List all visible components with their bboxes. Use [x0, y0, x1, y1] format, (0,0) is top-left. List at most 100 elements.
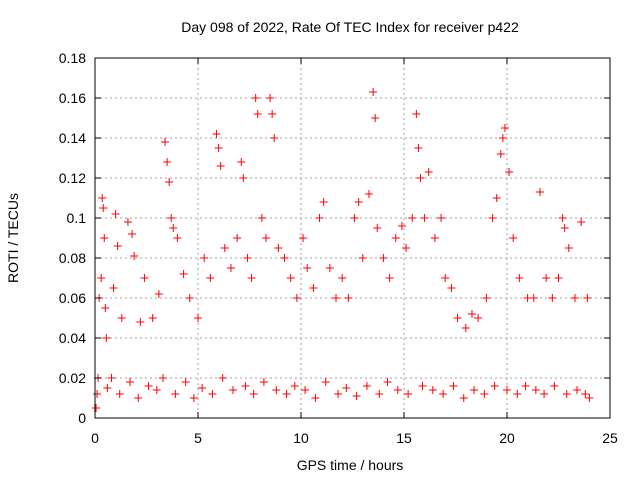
data-point: [424, 168, 433, 176]
data-point: [140, 274, 149, 282]
data-point: [404, 390, 413, 398]
data-point: [136, 318, 145, 326]
data-point: [412, 110, 421, 118]
data-point: [570, 294, 579, 302]
data-point: [500, 124, 509, 132]
data-point: [92, 404, 101, 412]
data-point: [206, 274, 215, 282]
data-point: [189, 394, 198, 402]
data-point: [554, 274, 563, 282]
data-point: [218, 374, 227, 382]
data-point: [379, 254, 388, 262]
data-point: [315, 214, 324, 222]
data-point: [282, 390, 291, 398]
x-tick-label: 15: [396, 430, 412, 446]
data-point: [531, 386, 540, 394]
data-point: [581, 390, 590, 398]
data-point: [430, 234, 439, 242]
x-axis-ticks: 0 5 10 15 20 25: [91, 58, 618, 446]
y-tick-label: 0.16: [59, 90, 86, 106]
data-point: [165, 178, 174, 186]
data-point: [542, 274, 551, 282]
data-point: [383, 378, 392, 386]
data-point: [268, 110, 277, 118]
data-point: [103, 384, 112, 392]
data-point: [163, 158, 172, 166]
data-point: [344, 294, 353, 302]
data-point: [521, 382, 530, 390]
data-point: [115, 390, 124, 398]
x-tick-label: 25: [602, 430, 618, 446]
data-point: [369, 88, 378, 96]
data-point: [292, 294, 301, 302]
data-point: [564, 244, 573, 252]
data-point: [169, 224, 178, 232]
data-point: [117, 314, 126, 322]
data-point: [247, 274, 256, 282]
data-point: [214, 144, 223, 152]
data-point: [529, 294, 538, 302]
data-point: [441, 274, 450, 282]
data-point: [482, 294, 491, 302]
chart-title: Day 098 of 2022, Rate Of TEC Index for r…: [181, 19, 519, 35]
data-point: [535, 188, 544, 196]
data-point: [179, 270, 188, 278]
data-point: [459, 394, 468, 402]
data-point: [439, 390, 448, 398]
data-point: [332, 294, 341, 302]
y-tick-label: 0.06: [59, 290, 86, 306]
data-point: [301, 386, 310, 394]
data-point: [420, 214, 429, 222]
data-point: [220, 244, 229, 252]
data-point: [111, 210, 120, 218]
data-point: [342, 384, 351, 392]
data-point: [428, 386, 437, 394]
data-point: [93, 390, 102, 398]
data-point: [319, 198, 328, 206]
data-point: [577, 218, 586, 226]
data-point: [130, 252, 139, 260]
y-tick-label: 0.18: [59, 50, 86, 66]
data-point: [515, 274, 524, 282]
x-tick-label: 20: [499, 430, 515, 446]
y-tick-label: 0.08: [59, 250, 86, 266]
data-point: [237, 158, 246, 166]
grid-lines: [95, 58, 610, 418]
data-point: [490, 382, 499, 390]
y-tick-label: 0.14: [59, 130, 86, 146]
data-point: [97, 274, 106, 282]
data-point: [148, 314, 157, 322]
data-point: [280, 254, 289, 262]
data-point: [364, 190, 373, 198]
data-point: [259, 378, 268, 386]
data-point: [194, 314, 202, 322]
data-point: [358, 254, 367, 262]
data-point: [362, 382, 371, 390]
data-point: [480, 390, 489, 398]
data-point: [154, 290, 163, 298]
data-point: [216, 162, 225, 170]
data-point: [397, 222, 406, 230]
data-point: [309, 284, 318, 292]
data-point: [128, 230, 137, 238]
data-point: [272, 386, 281, 394]
data-point: [373, 224, 382, 232]
data-point: [98, 194, 107, 202]
y-axis-ticks: 0 0.02 0.04 0.06 0.08 0.1 0.12 0.14 0.16 0.18: [59, 50, 610, 426]
data-point: [198, 384, 207, 392]
data-point: [562, 390, 571, 398]
data-point: [243, 254, 252, 262]
data-point: [251, 94, 260, 102]
data-point: [100, 234, 109, 242]
data-point: [270, 134, 279, 142]
x-axis-label: GPS time / hours: [297, 457, 404, 473]
data-point: [249, 390, 258, 398]
x-tick-label: 0: [91, 430, 99, 446]
data-point: [233, 234, 242, 242]
data-point: [123, 218, 132, 226]
data-point: [101, 304, 110, 312]
x-tick-label: 5: [194, 430, 202, 446]
data-point: [158, 374, 167, 382]
data-point: [583, 294, 592, 302]
